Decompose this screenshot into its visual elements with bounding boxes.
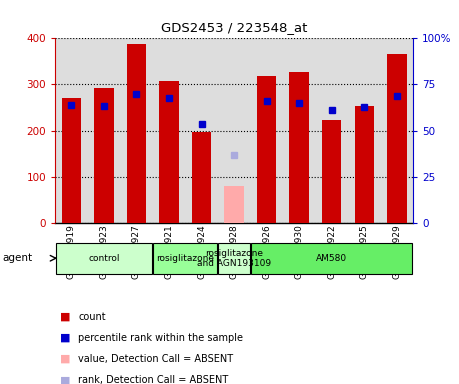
Text: agent: agent [2,253,33,263]
Bar [159,81,179,223]
Bar [120,38,153,223]
Bar [185,38,218,223]
Bar [354,106,374,223]
Text: rosiglitazone
and AGN193109: rosiglitazone and AGN193109 [197,248,271,268]
Bar [56,243,152,274]
Bar [290,72,309,223]
Text: rosiglitazone: rosiglitazone [156,254,214,263]
Text: ■: ■ [60,312,70,322]
Bar [257,76,276,223]
Bar [315,38,348,223]
Text: control: control [88,254,120,263]
Bar [322,121,341,223]
Bar [55,38,88,223]
Text: percentile rank within the sample: percentile rank within the sample [78,333,243,343]
Text: ■: ■ [60,333,70,343]
Bar [153,243,217,274]
Bar [94,88,114,223]
Bar [127,44,146,223]
Bar [387,54,407,223]
Bar [224,186,244,223]
Bar [283,38,315,223]
Bar [218,243,250,274]
Bar [348,38,381,223]
Text: AM580: AM580 [316,254,347,263]
Bar [192,132,211,223]
Bar [251,243,413,274]
Bar [62,98,81,223]
Text: count: count [78,312,106,322]
Text: ■: ■ [60,375,70,384]
Bar [88,38,120,223]
Bar [250,38,283,223]
Text: rank, Detection Call = ABSENT: rank, Detection Call = ABSENT [78,375,228,384]
Text: value, Detection Call = ABSENT: value, Detection Call = ABSENT [78,354,233,364]
Text: ■: ■ [60,354,70,364]
Bar [218,38,250,223]
Bar [153,38,185,223]
Bar [381,38,413,223]
Title: GDS2453 / 223548_at: GDS2453 / 223548_at [161,22,307,35]
